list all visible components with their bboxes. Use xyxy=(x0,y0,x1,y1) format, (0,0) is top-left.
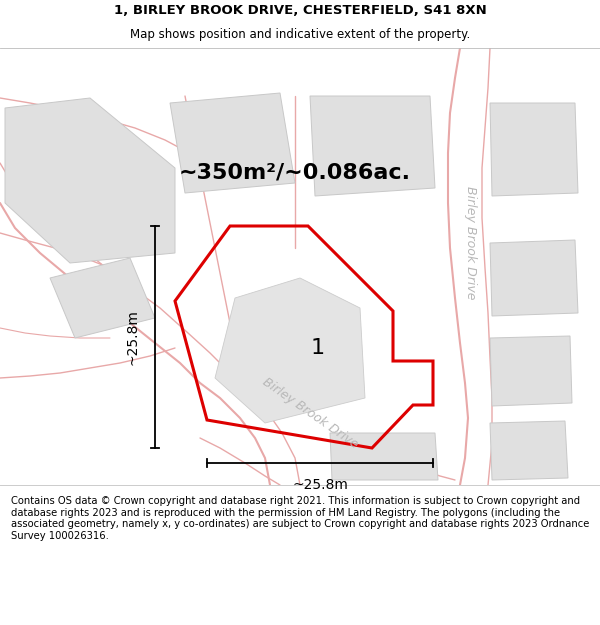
Polygon shape xyxy=(50,258,155,338)
Polygon shape xyxy=(490,240,578,316)
Polygon shape xyxy=(490,421,568,480)
Text: Birley Brook Drive: Birley Brook Drive xyxy=(464,186,478,300)
Text: ~350m²/~0.086ac.: ~350m²/~0.086ac. xyxy=(179,163,411,183)
Polygon shape xyxy=(310,96,435,196)
Polygon shape xyxy=(5,98,175,263)
Text: Birley Brook Drive: Birley Brook Drive xyxy=(260,375,360,451)
Polygon shape xyxy=(215,278,365,423)
Text: Contains OS data © Crown copyright and database right 2021. This information is : Contains OS data © Crown copyright and d… xyxy=(11,496,589,541)
Text: 1, BIRLEY BROOK DRIVE, CHESTERFIELD, S41 8XN: 1, BIRLEY BROOK DRIVE, CHESTERFIELD, S41… xyxy=(113,4,487,17)
Polygon shape xyxy=(490,103,578,196)
Text: 1: 1 xyxy=(311,338,325,358)
Text: ~25.8m: ~25.8m xyxy=(292,478,348,492)
Text: ~25.8m: ~25.8m xyxy=(126,309,140,365)
Polygon shape xyxy=(170,93,295,193)
Polygon shape xyxy=(330,433,438,480)
Text: Map shows position and indicative extent of the property.: Map shows position and indicative extent… xyxy=(130,28,470,41)
Polygon shape xyxy=(490,336,572,406)
